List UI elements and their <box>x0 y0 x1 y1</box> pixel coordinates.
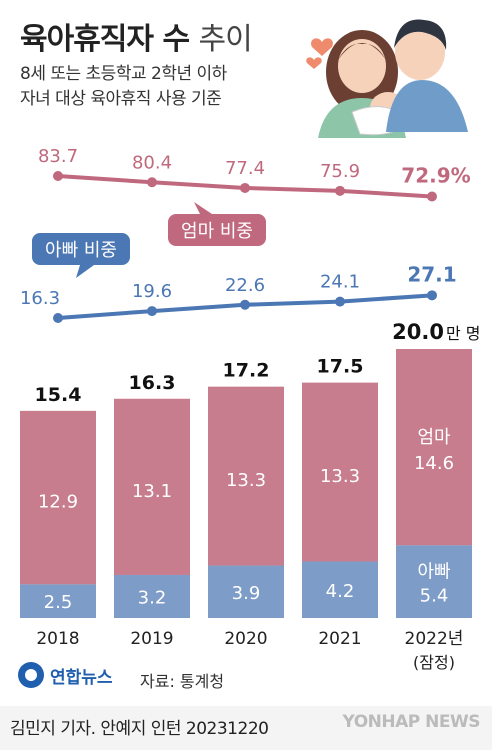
unit-label: 만 명 <box>446 324 481 343</box>
mom-share-value-label: 80.4 <box>132 152 172 173</box>
bar-dad-value-label: 5.4 <box>420 586 449 607</box>
mom-share-callout <box>168 214 266 246</box>
page-title: 육아휴직자 수 추이 <box>20 14 253 58</box>
bar-total-label: 17.2 <box>223 360 270 382</box>
dad-share-callout <box>32 233 130 265</box>
chart-canvas: 83.7 80.4 77.4 75.9 72.9% 16.3 19.6 22.6 24.1 27.… <box>20 19 481 672</box>
family-illustration <box>306 19 468 138</box>
stacked-bars: 12.9 2.5 15.4 13.1 3.2 16.3 13.3 3.9 17.2 13.3 4.2… <box>20 320 481 618</box>
x-tick-label: 2021 <box>318 629 361 649</box>
mom-share-point <box>240 182 250 193</box>
bar-mom-value-label: 12.9 <box>38 492 78 513</box>
logo-text: 연합뉴스 <box>50 667 113 688</box>
mom-share-value-label: 72.9% <box>401 164 470 188</box>
mom-share-value-label: 77.4 <box>225 158 265 179</box>
bar-mom-value-label: 13.1 <box>132 481 172 502</box>
bar-dad-value-label: 3.9 <box>232 583 261 604</box>
bar-dad-value-label: 4.2 <box>326 581 355 602</box>
bar-total-label: 17.5 <box>317 356 364 378</box>
bar-mom-2021 <box>302 382 378 562</box>
share-line-labels: 83.7 80.4 77.4 75.9 72.9% 16.3 19.6 22.6 24.1 27.… <box>20 146 471 309</box>
bar-total-label: 15.4 <box>35 384 82 406</box>
dad-share-value-label: 19.6 <box>132 281 172 302</box>
yonhap-logo-icon <box>18 662 44 688</box>
dad-share-callout-text: 아빠 비중 <box>45 240 117 261</box>
mom-share-line <box>53 171 437 202</box>
bar-mom-value-label: 13.3 <box>320 466 360 487</box>
mom-callout-pointer <box>194 202 212 214</box>
x-tick-label: 2019 <box>130 629 173 649</box>
mom-share-point <box>53 171 63 181</box>
title-light: 추이 <box>198 22 253 57</box>
bar-dad-2021 <box>302 561 378 618</box>
subtitle-line-1: 8세 또는 초등학교 2학년 이하 <box>20 64 227 84</box>
x-axis-labels: 2018 2019 2020 2021 2022년 (잠정) <box>36 629 463 672</box>
x-tick-label: 2018 <box>36 629 79 649</box>
dad-share-point <box>427 290 437 301</box>
subtitle: 8세 또는 초등학교 2학년 이하 자녀 대상 육아휴직 사용 기준 <box>20 62 227 112</box>
dad-series-label: 아빠 <box>417 562 451 583</box>
yonhap-logo: 연합뉴스 <box>18 662 113 688</box>
bar-dad-value-label: 2.5 <box>44 592 73 613</box>
x-tick-note: (잠정) <box>413 653 455 672</box>
bar-total-label: 20.0 <box>392 320 444 344</box>
bar-mom-2018 <box>20 410 96 585</box>
bar-mom-value-label: 14.6 <box>414 453 454 474</box>
dad-share-point <box>53 313 63 323</box>
dad-share-line <box>53 290 437 323</box>
mom-share-point <box>335 185 345 196</box>
bar-total-label: 16.3 <box>129 372 176 394</box>
bar-mom-2019 <box>114 398 190 575</box>
bar-mom-2020 <box>208 386 284 566</box>
bar-dad-2022년 <box>396 545 472 618</box>
bar-dad-value-label: 3.2 <box>138 587 167 608</box>
watermark: YONHAP NEWS <box>342 712 481 732</box>
subtitle-line-2: 자녀 대상 육아휴직 사용 기준 <box>20 89 222 109</box>
dad-share-point <box>240 299 250 310</box>
dad-share-value-label: 16.3 <box>20 288 60 309</box>
mom-series-label: 엄마 <box>417 427 451 448</box>
x-tick-label: 2022년 <box>405 629 464 649</box>
mom-share-point <box>427 191 437 202</box>
heart-icon <box>311 38 333 56</box>
mom-share-value-label: 83.7 <box>38 146 78 167</box>
credit-text: 김민지 기자. 안예지 인턴 20231220 <box>10 719 269 739</box>
mom-share-point <box>147 177 157 188</box>
bar-dad-2020 <box>208 565 284 618</box>
mom-share-callout-text: 엄마 비중 <box>181 221 253 242</box>
heart-icon <box>306 57 322 69</box>
dad-share-value-label: 24.1 <box>320 272 360 293</box>
bar-dad-2019 <box>114 574 190 618</box>
dad-share-point <box>147 306 157 317</box>
credit-bar <box>0 706 492 750</box>
title-bold: 육아휴직자 수 <box>20 22 190 57</box>
dad-callout-pointer <box>76 265 94 278</box>
x-tick-label: 2020 <box>224 629 267 649</box>
source-text: 자료: 통계청 <box>140 672 225 691</box>
bar-dad-2018 <box>20 584 96 618</box>
dad-share-point <box>335 296 345 307</box>
dad-share-value-label: 22.6 <box>225 275 265 296</box>
bar-mom-value-label: 13.3 <box>226 470 266 491</box>
dad-share-value-label: 27.1 <box>407 262 456 286</box>
bar-mom-2022년 <box>396 349 472 546</box>
mom-share-value-label: 75.9 <box>320 161 360 182</box>
